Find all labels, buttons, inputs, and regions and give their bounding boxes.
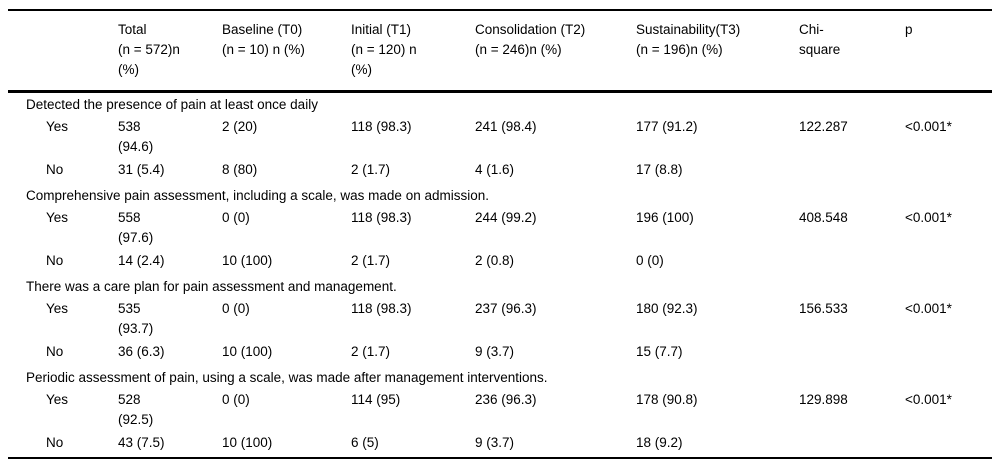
total-cell: 36 (6.3) — [118, 344, 165, 359]
sustainability-cell: 17 (8.8) — [636, 162, 683, 177]
table-row: No 31 (5.4) 8 (80) 2 (1.7) 4 (1.6) 17 (8… — [8, 159, 992, 184]
sustainability-cell: 180 (92.3) — [636, 301, 698, 316]
baseline-cell: 0 (0) — [222, 392, 250, 407]
chi-square-cell: 129.898 — [799, 392, 848, 407]
column-header-consolidation-t2: Consolidation (T2) (n = 246)n (%) — [475, 22, 586, 57]
sustainability-cell: 177 (91.2) — [636, 119, 698, 134]
row-label-cell: Yes — [46, 301, 69, 316]
consolidation-cell: 236 (96.3) — [475, 392, 537, 407]
table-row: Yes 535 (93.7) 0 (0) 118 (98.3) 237 (96.… — [8, 297, 992, 341]
consolidation-cell: 241 (98.4) — [475, 119, 537, 134]
table-row: No 36 (6.3) 10 (100) 2 (1.7) 9 (3.7) 15 … — [8, 341, 992, 366]
p-value-cell: <0.001* — [905, 301, 952, 316]
initial-cell: 2 (1.7) — [351, 344, 391, 359]
baseline-cell: 0 (0) — [222, 301, 250, 316]
baseline-cell: 10 (100) — [222, 344, 273, 359]
section-row: Detected the presence of pain at least o… — [8, 92, 992, 116]
sustainability-cell: 196 (100) — [636, 210, 694, 225]
total-cell: 31 (5.4) — [118, 162, 165, 177]
total-cell: 558 (97.6) — [118, 210, 154, 245]
baseline-cell: 10 (100) — [222, 435, 273, 450]
table-row: Yes 528 (92.5) 0 (0) 114 (95) 236 (96.3)… — [8, 388, 992, 432]
column-header-indicator — [8, 10, 118, 92]
row-label-cell: Yes — [46, 392, 69, 407]
results-table-container: Total (n = 572)n (%) Baseline (T0) (n = … — [8, 9, 992, 459]
baseline-cell: 8 (80) — [222, 162, 258, 177]
column-header-baseline-t0: Baseline (T0) (n = 10) n (%) — [222, 22, 305, 57]
total-cell: 528 (92.5) — [118, 392, 154, 427]
row-label-cell: Yes — [46, 119, 69, 134]
table-row: No 14 (2.4) 10 (100) 2 (1.7) 2 (0.8) 0 (… — [8, 250, 992, 275]
chi-square-cell: 408.548 — [799, 210, 848, 225]
chi-square-cell: 156.533 — [799, 301, 848, 316]
chi-square-cell — [799, 159, 905, 184]
p-value-cell: <0.001* — [905, 119, 952, 134]
p-value-cell: <0.001* — [905, 392, 952, 407]
section-title: Periodic assessment of pain, using a sca… — [26, 370, 548, 385]
row-label-cell: No — [46, 162, 64, 177]
section-title: Detected the presence of pain at least o… — [26, 97, 318, 112]
chi-square-cell — [799, 250, 905, 275]
initial-cell: 2 (1.7) — [351, 253, 391, 268]
pain-assessment-results-table: Total (n = 572)n (%) Baseline (T0) (n = … — [8, 9, 992, 459]
p-value-cell: <0.001* — [905, 210, 952, 225]
column-header-initial-t1: Initial (T1) (n = 120) n (%) — [351, 22, 417, 77]
sustainability-cell: 18 (9.2) — [636, 435, 683, 450]
p-value-cell — [905, 341, 992, 366]
section-title: Comprehensive pain assessment, including… — [26, 188, 489, 203]
column-header-chi-square: Chi- square — [799, 22, 841, 57]
sustainability-cell: 0 (0) — [636, 253, 664, 268]
baseline-cell: 10 (100) — [222, 253, 273, 268]
initial-cell: 114 (95) — [351, 392, 401, 407]
total-cell: 43 (7.5) — [118, 435, 165, 450]
p-value-cell — [905, 432, 992, 458]
initial-cell: 2 (1.7) — [351, 162, 391, 177]
p-value-cell — [905, 250, 992, 275]
total-cell: 538 (94.6) — [118, 119, 154, 154]
baseline-cell: 2 (20) — [222, 119, 258, 134]
consolidation-cell: 4 (1.6) — [475, 162, 515, 177]
row-label-cell: No — [46, 435, 64, 450]
table-row: No 43 (7.5) 10 (100) 6 (5) 9 (3.7) 18 (9… — [8, 432, 992, 458]
total-cell: 535 (93.7) — [118, 301, 154, 336]
chi-square-cell — [799, 432, 905, 458]
chi-square-cell: 122.287 — [799, 119, 848, 134]
row-label-cell: Yes — [46, 210, 69, 225]
sustainability-cell: 178 (90.8) — [636, 392, 698, 407]
section-title: There was a care plan for pain assessmen… — [26, 279, 397, 294]
initial-cell: 118 (98.3) — [351, 119, 412, 134]
p-value-cell — [905, 159, 992, 184]
initial-cell: 118 (98.3) — [351, 210, 412, 225]
initial-cell: 6 (5) — [351, 435, 379, 450]
row-label-cell: No — [46, 344, 64, 359]
section-row: Periodic assessment of pain, using a sca… — [8, 366, 992, 388]
consolidation-cell: 244 (99.2) — [475, 210, 537, 225]
total-cell: 14 (2.4) — [118, 253, 165, 268]
section-row: There was a care plan for pain assessmen… — [8, 275, 992, 297]
column-header-total: Total (n = 572)n (%) — [118, 22, 180, 77]
table-header: Total (n = 572)n (%) Baseline (T0) (n = … — [8, 10, 992, 92]
section-row: Comprehensive pain assessment, including… — [8, 184, 992, 206]
chi-square-cell — [799, 341, 905, 366]
initial-cell: 118 (98.3) — [351, 301, 412, 316]
row-label-cell: No — [46, 253, 64, 268]
column-header-sustainability-t3: Sustainability(T3) (n = 196)n (%) — [636, 22, 741, 57]
consolidation-cell: 2 (0.8) — [475, 253, 515, 268]
table-row: Yes 538 (94.6) 2 (20) 118 (98.3) 241 (98… — [8, 115, 992, 159]
consolidation-cell: 237 (96.3) — [475, 301, 537, 316]
consolidation-cell: 9 (3.7) — [475, 435, 515, 450]
header-row: Total (n = 572)n (%) Baseline (T0) (n = … — [8, 10, 992, 92]
table-row: Yes 558 (97.6) 0 (0) 118 (98.3) 244 (99.… — [8, 206, 992, 250]
sustainability-cell: 15 (7.7) — [636, 344, 683, 359]
consolidation-cell: 9 (3.7) — [475, 344, 515, 359]
baseline-cell: 0 (0) — [222, 210, 250, 225]
column-header-p: p — [905, 22, 913, 37]
table-body: Detected the presence of pain at least o… — [8, 92, 992, 459]
